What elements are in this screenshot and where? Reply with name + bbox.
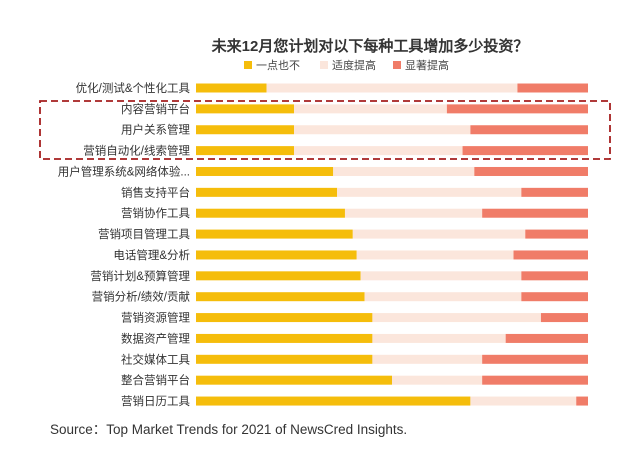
category-label: 营销自动化/线索管理 [83, 144, 190, 158]
bar-segment-series-0 [196, 271, 361, 281]
category-label: 社交媒体工具 [121, 352, 190, 366]
bar-segment-series-1 [344, 208, 483, 218]
category-label: 用户管理系统&网络体验... [58, 164, 190, 178]
bar-segment-series-0 [196, 354, 373, 364]
category-labels: 优化/测试&个性化工具内容营销平台用户关系管理营销自动化/线索管理用户管理系统&… [58, 81, 191, 408]
bar-segment-series-1 [294, 125, 471, 135]
legend-label: 适度提高 [332, 58, 376, 72]
category-label: 电话管理&分析 [113, 248, 190, 262]
bar-segment-series-1 [337, 187, 522, 197]
legend-label: 一点也不 [256, 59, 300, 72]
bar-segment-series-2 [446, 104, 588, 114]
bar-segment-series-2 [462, 146, 588, 156]
bar-segment-series-0 [196, 333, 373, 343]
bar-segment-series-0 [196, 83, 267, 93]
bar-segment-series-1 [266, 83, 518, 93]
category-label: 用户关系管理 [121, 123, 190, 137]
bar-segment-series-2 [474, 166, 588, 176]
bar-segment-series-0 [196, 375, 392, 385]
bar-segment-series-0 [196, 396, 471, 406]
bar-segment-series-1 [372, 354, 483, 364]
category-label: 营销项目管理工具 [98, 227, 190, 241]
bar-segment-series-2 [482, 208, 588, 218]
legend-swatch [393, 61, 401, 69]
bar-segment-series-0 [196, 146, 294, 156]
chart-title: 未来12月您计划对以下每种工具增加多少投资？ [211, 37, 529, 55]
bar-segment-series-2 [517, 83, 588, 93]
legend-label: 显著提高 [405, 58, 449, 72]
bar-segment-series-0 [196, 187, 338, 197]
legend: 一点也不 适度提高 显著提高 [244, 58, 449, 72]
bar-segment-series-1 [372, 333, 506, 343]
bar-segment-series-2 [576, 396, 588, 406]
legend-swatch [320, 61, 328, 69]
bar-segment-series-2 [482, 375, 588, 385]
bar-segment-series-2 [540, 313, 588, 323]
bar-segment-series-2 [521, 292, 588, 302]
bar-segment-series-1 [356, 250, 514, 260]
bar-segment-series-2 [521, 187, 588, 197]
bar-segment-series-1 [364, 292, 522, 302]
bar-segment-series-2 [525, 229, 588, 239]
bar-segment-series-0 [196, 104, 294, 114]
bar-segment-series-1 [372, 313, 541, 323]
legend-swatch [244, 61, 252, 69]
bar-segment-series-2 [505, 333, 588, 343]
category-label: 内容营销平台 [121, 102, 190, 116]
bar-segment-series-1 [360, 271, 522, 281]
category-label: 销售支持平台 [121, 185, 190, 199]
bar-segment-series-2 [513, 250, 588, 260]
bar-segment-series-0 [196, 313, 373, 323]
source-note: Source：Top Market Trends for 2021 of New… [50, 422, 408, 437]
category-label: 营销计划&预算管理 [90, 269, 190, 283]
bar-segment-series-0 [196, 229, 353, 239]
category-label: 营销分析/绩效/贡献 [92, 290, 191, 304]
category-label: 数据资产管理 [121, 331, 190, 345]
bar-segment-series-1 [392, 375, 483, 385]
bar-segment-series-0 [196, 208, 345, 218]
bar-segment-series-1 [294, 146, 463, 156]
category-label: 营销日历工具 [121, 394, 190, 408]
bar-segment-series-1 [333, 166, 475, 176]
category-label: 优化/测试&个性化工具 [76, 81, 191, 95]
bars [196, 83, 588, 406]
bar-segment-series-2 [521, 271, 588, 281]
category-label: 营销协作工具 [121, 206, 190, 220]
bar-segment-series-2 [482, 354, 588, 364]
bar-segment-series-0 [196, 250, 357, 260]
category-label: 整合营销平台 [121, 373, 190, 387]
highlight-box [39, 100, 611, 160]
bar-segment-series-1 [470, 396, 577, 406]
bar-segment-series-1 [294, 104, 447, 114]
bar-segment-series-1 [352, 229, 526, 239]
category-label: 营销资源管理 [121, 311, 190, 325]
bar-segment-series-0 [196, 166, 334, 176]
bar-segment-series-0 [196, 292, 365, 302]
bar-segment-series-0 [196, 125, 294, 135]
bar-segment-series-2 [470, 125, 588, 135]
